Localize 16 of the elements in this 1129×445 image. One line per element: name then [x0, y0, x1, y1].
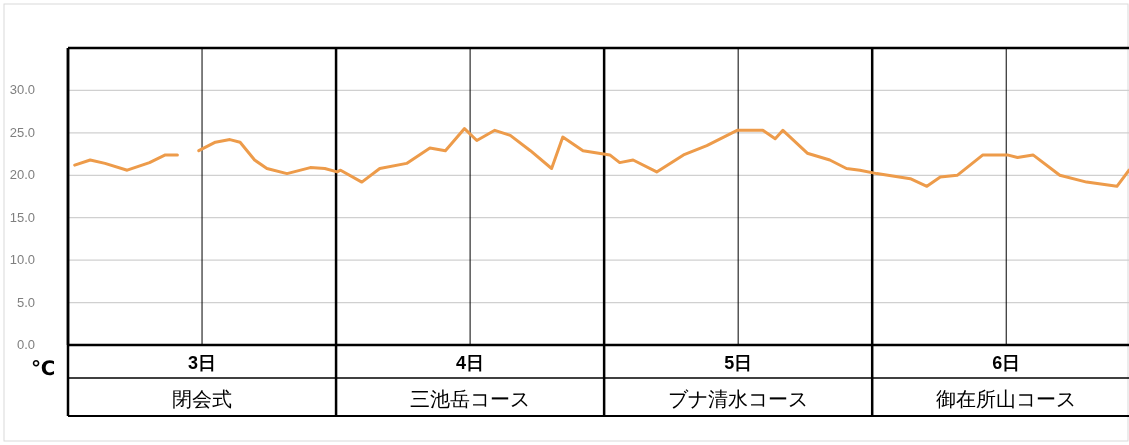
text: 御在所山コース — [936, 388, 1077, 410]
x-tick-label: 6日 — [992, 353, 1021, 373]
y-tick-label: 20.0 — [9, 167, 35, 183]
y-tick-label: 15.0 — [9, 209, 35, 225]
text: 三池岳コース — [410, 388, 531, 410]
y-tick-label: 25.0 — [9, 124, 35, 140]
y-tick-label: 0.0 — [16, 337, 35, 352]
y-tick-label: 30.0 — [9, 82, 35, 98]
y-tick-label: 5.0 — [16, 294, 35, 310]
text: ブナ清水コース — [668, 388, 809, 410]
y-tick-label: 10.0 — [9, 252, 35, 268]
text: 閉会式 — [172, 388, 233, 410]
y-axis-title: ℃ — [30, 357, 56, 379]
x-tick-label: 3日 — [188, 353, 217, 373]
x-tick-label: 4日 — [456, 353, 485, 373]
x-tick-label: 5日 — [724, 353, 753, 373]
